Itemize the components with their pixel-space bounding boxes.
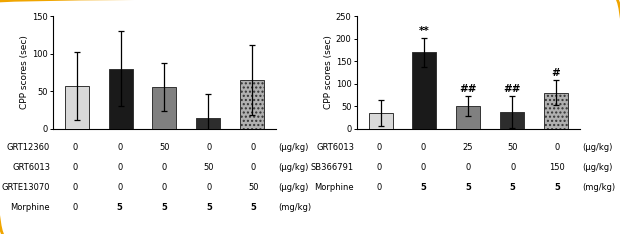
Text: 0: 0: [73, 143, 78, 152]
Text: 0: 0: [73, 183, 78, 192]
Y-axis label: CPP scores (sec): CPP scores (sec): [324, 36, 333, 110]
Text: 0: 0: [421, 163, 426, 172]
Text: 50: 50: [204, 163, 214, 172]
Text: #: #: [551, 68, 560, 78]
Text: 0: 0: [206, 143, 211, 152]
Text: 150: 150: [549, 163, 565, 172]
Text: ##: ##: [459, 84, 477, 94]
Text: 0: 0: [510, 163, 515, 172]
Text: (μg/kg): (μg/kg): [582, 143, 613, 152]
Text: GRT6013: GRT6013: [316, 143, 354, 152]
Text: 0: 0: [206, 183, 211, 192]
Text: (μg/kg): (μg/kg): [278, 163, 309, 172]
Text: 5: 5: [161, 203, 167, 212]
Text: 0: 0: [376, 183, 381, 192]
Bar: [108, 69, 133, 129]
Text: Morphine: Morphine: [314, 183, 354, 192]
Text: 0: 0: [421, 143, 426, 152]
Text: 5: 5: [420, 183, 427, 192]
Bar: [412, 52, 436, 129]
Bar: [64, 86, 89, 129]
Text: 0: 0: [376, 143, 381, 152]
Text: 5: 5: [206, 203, 212, 212]
Text: (mg/kg): (mg/kg): [582, 183, 615, 192]
Text: 0: 0: [117, 163, 122, 172]
Text: **: **: [419, 26, 430, 36]
Bar: [240, 80, 264, 129]
Text: 0: 0: [162, 183, 167, 192]
Text: GRT12360: GRT12360: [7, 143, 50, 152]
Text: (μg/kg): (μg/kg): [278, 143, 309, 152]
Text: (μg/kg): (μg/kg): [582, 163, 613, 172]
Bar: [196, 118, 220, 129]
Text: 0: 0: [73, 163, 78, 172]
Text: 0: 0: [376, 163, 381, 172]
Text: 0: 0: [117, 183, 122, 192]
Y-axis label: CPP scores (sec): CPP scores (sec): [20, 36, 29, 110]
Text: 5: 5: [510, 183, 516, 192]
Text: 5: 5: [250, 203, 257, 212]
Bar: [500, 112, 524, 129]
Text: GRTE13070: GRTE13070: [2, 183, 50, 192]
Text: 5: 5: [465, 183, 471, 192]
Text: Morphine: Morphine: [11, 203, 50, 212]
Text: 0: 0: [466, 163, 471, 172]
Text: 5: 5: [554, 183, 560, 192]
Text: (mg/kg): (mg/kg): [278, 203, 311, 212]
Text: GRT6013: GRT6013: [12, 163, 50, 172]
Text: 0: 0: [555, 143, 560, 152]
Text: 25: 25: [463, 143, 473, 152]
Bar: [153, 87, 176, 129]
Text: 5: 5: [117, 203, 123, 212]
Text: (μg/kg): (μg/kg): [278, 183, 309, 192]
Bar: [544, 93, 568, 129]
Text: SB366791: SB366791: [311, 163, 354, 172]
Text: 50: 50: [508, 143, 518, 152]
Text: 0: 0: [117, 143, 122, 152]
Bar: [368, 113, 392, 129]
Text: 0: 0: [251, 163, 256, 172]
Text: 0: 0: [162, 163, 167, 172]
Text: ##: ##: [503, 84, 521, 94]
Text: 50: 50: [249, 183, 259, 192]
Text: 0: 0: [73, 203, 78, 212]
Text: 50: 50: [159, 143, 169, 152]
Bar: [456, 106, 480, 129]
Text: 0: 0: [251, 143, 256, 152]
